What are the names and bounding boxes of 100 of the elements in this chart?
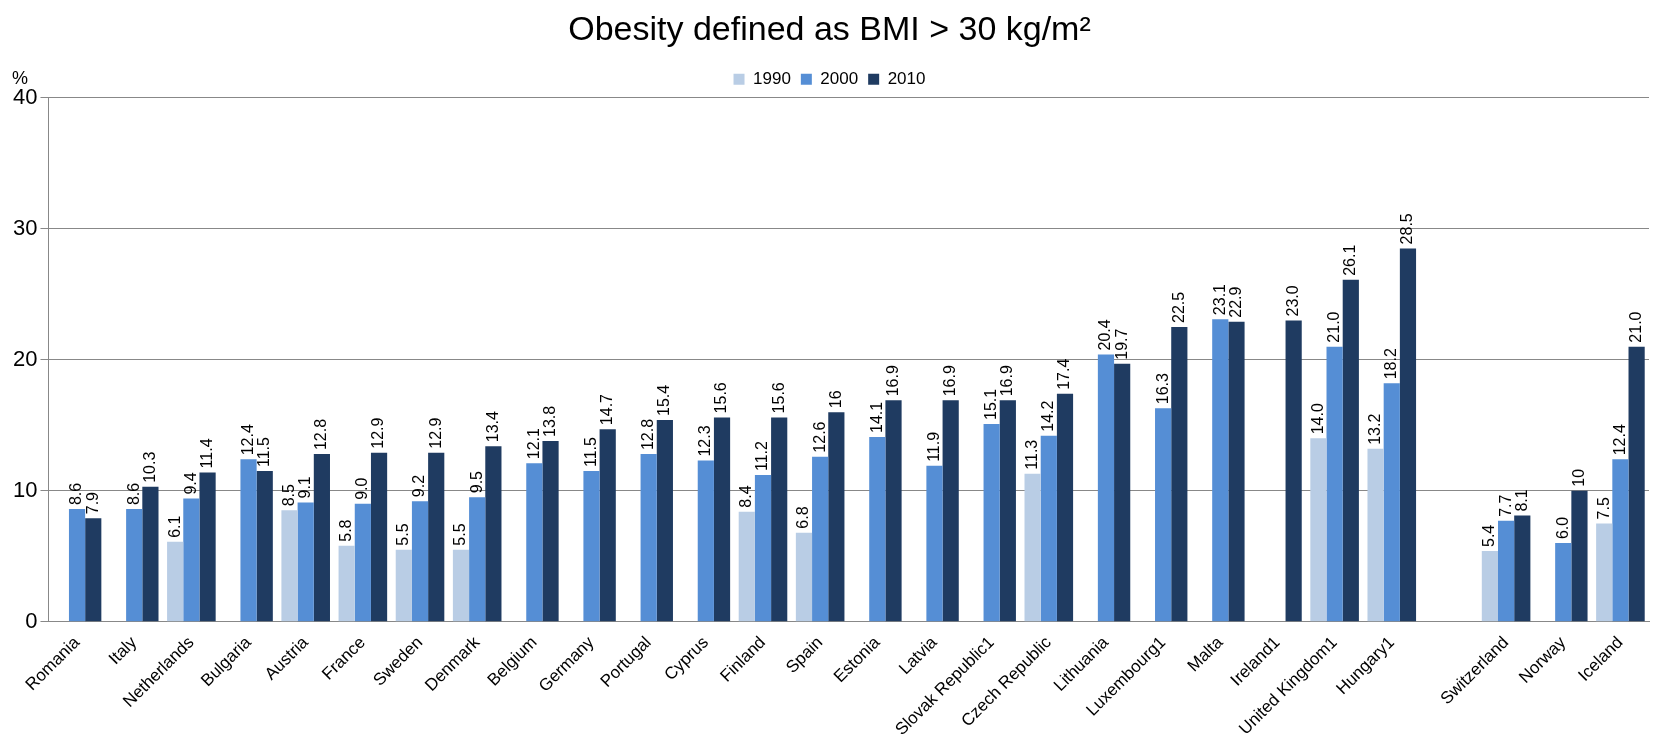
data-label: 12.9 bbox=[369, 417, 387, 449]
data-label: 16.9 bbox=[941, 365, 959, 397]
bar bbox=[1171, 327, 1188, 622]
data-label: 21.0 bbox=[1627, 311, 1645, 343]
bar bbox=[1383, 383, 1400, 622]
data-label: 11.5 bbox=[581, 437, 599, 468]
data-label: 5.4 bbox=[1480, 524, 1498, 547]
bar bbox=[469, 497, 486, 622]
bar bbox=[795, 532, 813, 622]
data-label: 13.8 bbox=[540, 405, 558, 437]
data-label: 12.9 bbox=[426, 417, 444, 449]
bar bbox=[599, 429, 616, 622]
data-label: 16.3 bbox=[1153, 372, 1171, 405]
data-label: 13.4 bbox=[483, 410, 501, 443]
bar bbox=[1310, 438, 1327, 622]
data-label: 22.5 bbox=[1169, 291, 1187, 323]
data-label: 8.6 bbox=[67, 482, 85, 506]
data-label: 15.6 bbox=[712, 382, 730, 414]
bar bbox=[1596, 523, 1613, 622]
bar bbox=[754, 475, 772, 622]
bar bbox=[1114, 363, 1131, 622]
legend-label: 2010 bbox=[887, 68, 926, 88]
data-label: 11.9 bbox=[924, 431, 942, 462]
bar bbox=[1367, 448, 1384, 622]
data-label: 6.8 bbox=[794, 506, 812, 529]
bar bbox=[526, 463, 543, 622]
legend-label: 2000 bbox=[820, 68, 859, 88]
data-label: 10.3 bbox=[140, 451, 158, 483]
data-label: 5.5 bbox=[394, 523, 412, 546]
data-label: 18.2 bbox=[1382, 348, 1400, 380]
data-label: 13.2 bbox=[1365, 413, 1383, 445]
bar bbox=[183, 498, 200, 622]
bar bbox=[1056, 393, 1074, 622]
bar bbox=[240, 459, 257, 622]
data-label: 16.9 bbox=[883, 365, 901, 397]
bar bbox=[738, 511, 755, 622]
bar bbox=[942, 400, 959, 622]
bar bbox=[1285, 320, 1302, 622]
bar bbox=[281, 510, 298, 622]
data-label: 12.8 bbox=[639, 418, 657, 451]
bar bbox=[338, 545, 355, 622]
bar bbox=[926, 465, 943, 622]
data-label: 7.7 bbox=[1496, 494, 1514, 517]
y-tick-label: 0 bbox=[25, 607, 38, 633]
data-label: 9.1 bbox=[296, 476, 314, 499]
data-label: 12.1 bbox=[524, 427, 542, 460]
bar bbox=[713, 417, 731, 622]
data-label: 11.5 bbox=[255, 437, 273, 468]
data-label: 12.8 bbox=[312, 418, 330, 451]
bar bbox=[1498, 520, 1515, 622]
data-label: 5.8 bbox=[337, 519, 355, 542]
y-tick-label: 30 bbox=[12, 214, 38, 240]
data-label: 9.4 bbox=[181, 472, 199, 495]
bar bbox=[1514, 515, 1531, 622]
bar bbox=[354, 503, 371, 622]
bar bbox=[428, 452, 445, 622]
data-label: 21.0 bbox=[1325, 311, 1343, 343]
data-label: 14.1 bbox=[867, 401, 885, 434]
data-label: 11.3 bbox=[1023, 439, 1041, 470]
bar bbox=[395, 549, 412, 622]
bar bbox=[1097, 354, 1115, 622]
data-label: 7.5 bbox=[1594, 497, 1612, 520]
bar bbox=[771, 417, 788, 622]
bar bbox=[297, 502, 314, 622]
bar bbox=[167, 541, 184, 622]
chart-title: Obesity defined as BMI > 30 kg/m² bbox=[568, 8, 1091, 47]
bar bbox=[1555, 543, 1572, 622]
bar bbox=[1155, 408, 1172, 622]
data-label: 16.9 bbox=[998, 365, 1016, 397]
data-label: 5.5 bbox=[451, 523, 469, 546]
bar bbox=[1228, 321, 1245, 622]
bar bbox=[126, 509, 143, 622]
bar bbox=[1342, 279, 1359, 622]
bar bbox=[869, 437, 886, 622]
data-label: 12.3 bbox=[696, 425, 714, 457]
bar bbox=[828, 412, 845, 622]
bar bbox=[1628, 346, 1645, 622]
data-label: 8.1 bbox=[1512, 489, 1530, 512]
data-label: 6.0 bbox=[1553, 516, 1571, 540]
data-label: 16 bbox=[826, 390, 844, 409]
bar bbox=[983, 423, 1000, 622]
bar bbox=[370, 452, 388, 622]
data-label: 7.9 bbox=[83, 491, 101, 515]
data-label: 14.0 bbox=[1308, 403, 1326, 435]
bar bbox=[199, 472, 216, 622]
data-label: 19.7 bbox=[1112, 328, 1130, 360]
data-label: 14.7 bbox=[598, 393, 616, 426]
bar bbox=[142, 486, 159, 622]
data-label: 12.6 bbox=[810, 421, 828, 453]
data-label: 20.4 bbox=[1096, 319, 1114, 351]
data-label: 22.9 bbox=[1226, 286, 1244, 318]
data-label: 8.5 bbox=[279, 484, 297, 507]
bar bbox=[85, 518, 102, 622]
bar bbox=[1399, 248, 1417, 622]
data-label: 12.4 bbox=[1610, 424, 1628, 456]
bar bbox=[452, 549, 470, 622]
y-tick-label: 10 bbox=[12, 476, 38, 502]
data-label: 14.2 bbox=[1039, 400, 1057, 432]
bar bbox=[885, 400, 902, 622]
data-label: 9.5 bbox=[467, 470, 485, 494]
